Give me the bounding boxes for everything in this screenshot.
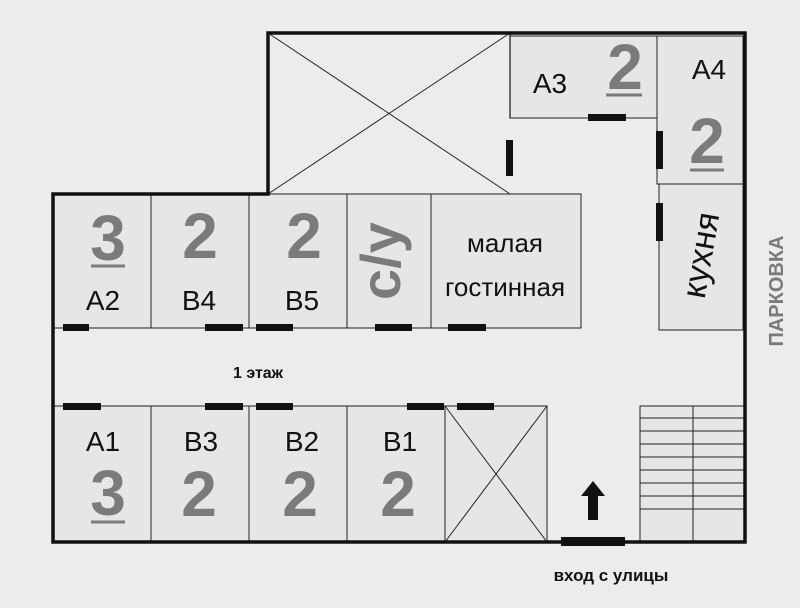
door-b1 — [407, 403, 444, 410]
b5-label: B5 — [285, 285, 319, 316]
room-b1 — [346, 405, 446, 543]
parking-label: ПАРКОВКА — [766, 235, 788, 346]
door-b5 — [256, 324, 293, 331]
rooms-layer — [52, 35, 745, 543]
room-lounge — [430, 193, 582, 329]
a1-beds: 3 — [90, 457, 126, 529]
door-b3 — [205, 403, 243, 410]
b5-beds: 2 — [286, 200, 322, 272]
room-a3 — [509, 35, 658, 119]
stair-block — [639, 405, 745, 543]
room-b5 — [248, 193, 348, 329]
a2-beds: 3 — [90, 202, 126, 274]
floor-label: 1 этаж — [233, 365, 284, 382]
room-b4 — [150, 193, 250, 329]
room-kitchen — [658, 183, 744, 331]
doors — [63, 114, 663, 546]
a1-label: A1 — [86, 426, 120, 457]
b3-label: B3 — [184, 426, 218, 457]
door-a3 — [588, 114, 626, 121]
outer-walls — [51, 31, 747, 544]
door-a4 — [656, 131, 663, 169]
door-utility — [457, 403, 494, 410]
a4-label: A4 — [692, 54, 726, 85]
entrance-arrow-icon — [581, 481, 605, 520]
a3-beds: 2 — [607, 31, 643, 103]
door-a1 — [63, 403, 101, 410]
a3-label: A3 — [533, 68, 567, 99]
wc-label: с/у — [349, 222, 412, 300]
door-b4 — [205, 324, 243, 331]
b4-beds: 2 — [182, 200, 218, 272]
a4-beds: 2 — [689, 105, 725, 177]
b3-beds: 2 — [181, 458, 217, 530]
lounge-label-2: гостинная — [445, 272, 565, 302]
door-kitchen — [656, 203, 663, 241]
b1-beds: 2 — [380, 458, 416, 530]
door-b2 — [256, 403, 293, 410]
door-void — [506, 140, 513, 176]
door-lounge — [448, 324, 486, 331]
entrance-label: вход с улицы — [554, 566, 669, 585]
b4-label: B4 — [182, 285, 216, 316]
door-entrance — [561, 537, 625, 546]
lounge-label-1: малая — [467, 228, 543, 258]
room-numbers: 3 2 2 2 2 3 2 2 2 с/у — [90, 31, 725, 530]
a2-label: A2 — [86, 285, 120, 316]
room-wc — [346, 193, 432, 329]
door-a2 — [63, 324, 89, 331]
b2-label: B2 — [285, 426, 319, 457]
b1-label: B1 — [383, 426, 417, 457]
room-b3 — [150, 405, 250, 543]
b2-beds: 2 — [282, 458, 318, 530]
door-wc — [375, 324, 412, 331]
room-a2 — [52, 193, 152, 329]
staircase — [640, 406, 744, 542]
crossed-areas — [267, 32, 548, 543]
